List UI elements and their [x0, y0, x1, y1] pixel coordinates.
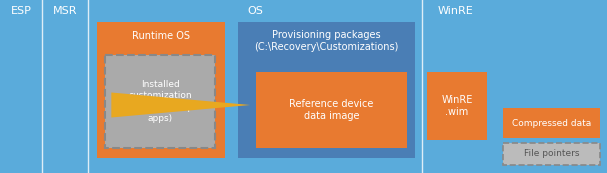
Bar: [105, 55, 215, 148]
Text: WinRE
.wim: WinRE .wim: [441, 95, 473, 117]
Text: MSR: MSR: [53, 6, 77, 16]
Bar: [42, 0, 88, 173]
Bar: [88, 0, 422, 173]
Bar: [0, 0, 42, 173]
Bar: [97, 22, 225, 158]
Text: Installed
customization
s (e.g. desktop
apps): Installed customization s (e.g. desktop …: [126, 80, 194, 123]
Text: OS: OS: [247, 6, 263, 16]
Bar: [256, 72, 407, 148]
Bar: [503, 108, 600, 138]
Text: WinRE: WinRE: [438, 6, 474, 16]
Bar: [422, 0, 490, 173]
Text: ESP: ESP: [10, 6, 32, 16]
Text: Compressed data: Compressed data: [512, 119, 591, 128]
Bar: [427, 72, 487, 140]
Text: File pointers: File pointers: [524, 149, 579, 158]
Bar: [238, 22, 415, 158]
Text: Provisioning packages
(C:\Recovery\Customizations): Provisioning packages (C:\Recovery\Custo…: [254, 30, 399, 52]
Text: Runtime OS: Runtime OS: [132, 31, 190, 41]
Bar: [503, 143, 600, 165]
Text: Reference device
data image: Reference device data image: [290, 99, 374, 121]
